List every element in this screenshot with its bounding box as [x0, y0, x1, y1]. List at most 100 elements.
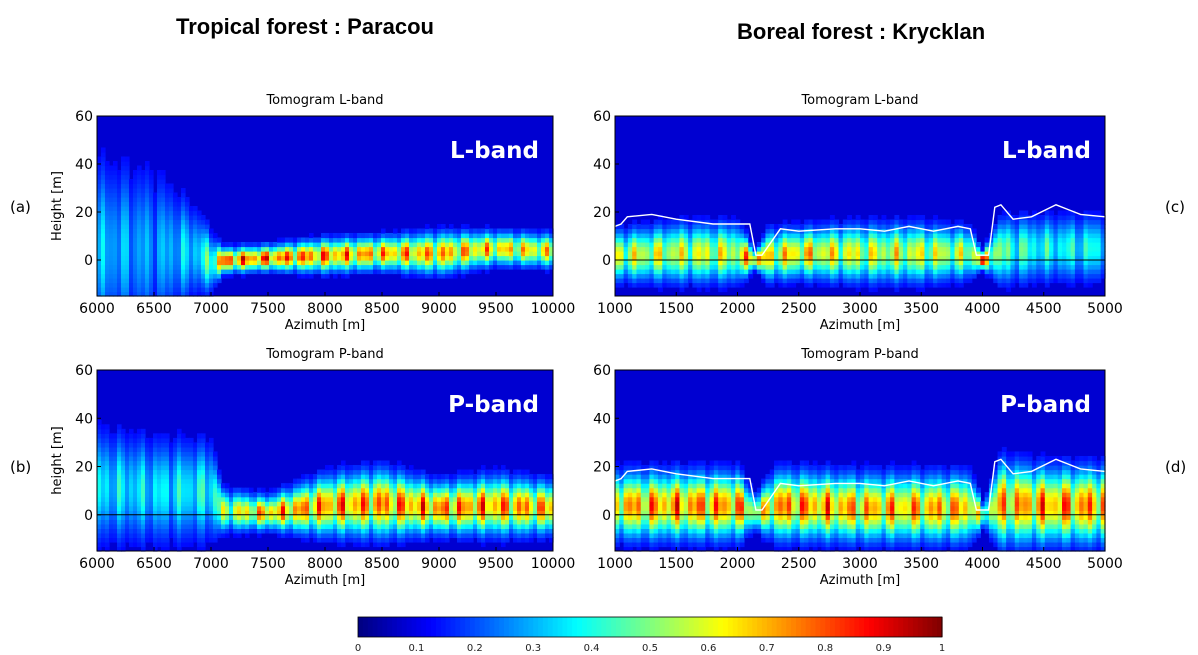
heatmap-cell	[864, 251, 870, 257]
heatmap-cell	[662, 251, 668, 257]
heatmap-cell	[145, 446, 150, 453]
heatmap-cell	[261, 260, 266, 266]
heatmap-cell	[117, 496, 122, 502]
heatmap-cell	[976, 264, 981, 270]
heatmap-cell	[433, 251, 438, 257]
heatmap-cell	[309, 246, 314, 252]
heatmap-cell	[739, 224, 745, 230]
heatmap-cell	[193, 442, 198, 448]
heatmap-cell	[169, 474, 174, 480]
heatmap-cell	[465, 492, 470, 498]
heatmap-cell	[381, 532, 386, 539]
heatmap-cell	[133, 242, 138, 248]
heatmap-cell	[205, 469, 210, 475]
heatmap-cell	[954, 251, 960, 257]
heatmap-cell	[855, 237, 861, 243]
heatmap-cell	[513, 233, 518, 239]
heatmap-cell	[907, 251, 913, 257]
heatmap-cell	[501, 528, 506, 534]
heatmap-cell	[97, 183, 102, 189]
heatmap-cell	[894, 251, 900, 257]
heatmap-cell	[683, 269, 689, 275]
heatmap-cell	[293, 478, 298, 484]
heatmap-cell	[445, 264, 450, 270]
heatmap-cell	[233, 501, 238, 507]
heatmap-cell	[525, 260, 530, 266]
heatmap-cell	[804, 233, 810, 239]
heatmap-cell	[481, 242, 486, 248]
heatmap-cell	[301, 478, 306, 484]
heatmap-cell	[269, 264, 274, 270]
heatmap-cell	[137, 519, 142, 525]
heatmap-cell	[177, 532, 182, 539]
heatmap-cell	[409, 537, 414, 543]
heatmap-cell	[165, 541, 170, 548]
heatmap-cell	[333, 246, 338, 252]
heatmap-cell	[461, 532, 466, 539]
heatmap-cell	[533, 496, 538, 502]
heatmap-cell	[137, 215, 142, 221]
heatmap-cell	[289, 246, 294, 252]
heatmap-cell	[449, 246, 454, 252]
heatmap-cell	[461, 233, 466, 239]
heatmap-cell	[718, 219, 724, 225]
heatmap-cell	[209, 242, 214, 248]
heatmap-cell	[381, 251, 386, 257]
heatmap-cell	[157, 192, 162, 198]
heatmap-cell	[305, 519, 310, 525]
heatmap-cell	[795, 219, 801, 225]
heatmap-cell	[157, 528, 162, 534]
heatmap-cell	[433, 501, 438, 507]
heatmap-cell	[963, 269, 969, 275]
heatmap-cell	[657, 246, 663, 252]
heatmap-cell	[245, 492, 250, 498]
heatmap-cell	[774, 237, 779, 243]
heatmap-cell	[397, 460, 402, 466]
heatmap-cell	[868, 273, 874, 279]
heatmap-cell	[993, 224, 999, 230]
heatmap-cell	[409, 264, 414, 270]
heatmap-cell	[890, 278, 895, 284]
heatmap-cell	[125, 519, 130, 525]
heatmap-cell	[493, 519, 498, 525]
heatmap-cell	[413, 487, 418, 493]
heatmap-cell	[341, 460, 346, 466]
heatmap-cell	[627, 255, 633, 261]
heatmap-cell	[109, 519, 114, 525]
heatmap-cell	[249, 514, 254, 520]
heatmap-cell	[437, 273, 442, 279]
heatmap-cell	[121, 197, 126, 203]
heatmap-cell	[933, 219, 938, 225]
heatmap-cell	[193, 264, 198, 270]
heatmap-cell	[261, 514, 266, 520]
heatmap-cell	[137, 451, 142, 457]
heatmap-cell	[902, 228, 908, 234]
heatmap-cell	[113, 264, 118, 270]
heatmap-cell	[855, 278, 861, 284]
heatmap-cell	[417, 273, 422, 279]
heatmap-cell	[851, 282, 857, 288]
heatmap-cell	[623, 233, 629, 239]
heatmap-cell	[877, 273, 883, 279]
heatmap-cell	[804, 242, 810, 248]
heatmap-cell	[305, 510, 310, 516]
heatmap-cell	[481, 501, 486, 507]
heatmap-cell	[739, 255, 745, 261]
heatmap-cell	[683, 215, 689, 221]
heatmap-cell	[726, 269, 732, 275]
heatmap-cell	[409, 260, 414, 266]
heatmap-cell	[529, 242, 534, 248]
heatmap-cell	[205, 460, 210, 466]
heatmap-cell	[881, 224, 887, 230]
heatmap-cell	[1006, 228, 1012, 234]
heatmap-cell	[153, 523, 158, 529]
heatmap-cell	[958, 237, 964, 243]
heatmap-cell	[786, 246, 792, 252]
x-axis-label: Azimuth [m]	[285, 318, 366, 333]
heatmap-cell	[675, 264, 681, 270]
heatmap-cell	[145, 505, 150, 511]
heatmap-cell	[289, 483, 294, 489]
heatmap-cell	[257, 264, 262, 270]
heatmap-cell	[325, 469, 330, 475]
heatmap-cell	[205, 492, 210, 498]
